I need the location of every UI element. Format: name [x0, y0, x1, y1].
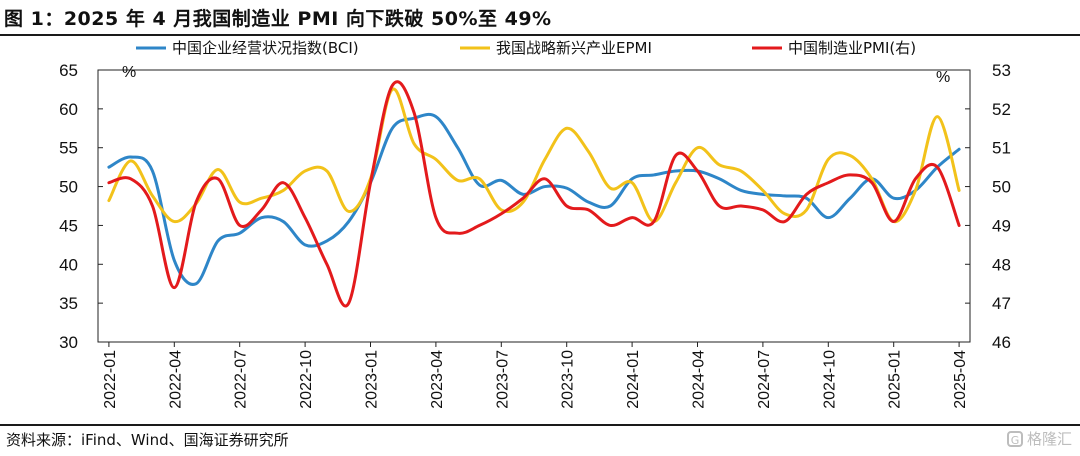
legend-item-epmi: 我国战略新兴产业EPMI: [460, 39, 652, 57]
x-tick-label: 2022-10: [298, 350, 315, 409]
y-right-tick-label: 51: [992, 139, 1011, 158]
x-tick-label: 2025-01: [887, 350, 904, 409]
x-tick-label: 2023-07: [494, 350, 511, 409]
x-tick-label: 2024-04: [691, 350, 708, 409]
y-right-tick-label: 49: [992, 216, 1011, 235]
left-unit-label: %: [122, 64, 136, 81]
legend-label: 中国企业经营状况指数(BCI): [172, 39, 359, 57]
y-right-tick-label: 52: [992, 100, 1011, 119]
series-line-epmi: [107, 87, 961, 224]
series-line-bci: [107, 112, 961, 286]
y-left-tick-label: 60: [59, 100, 78, 119]
y-left-tick-label: 45: [59, 216, 78, 235]
x-tick-label: 2025-04: [952, 350, 969, 409]
y-left-tick-label: 55: [59, 139, 78, 158]
legend-item-bci: 中国企业经营状况指数(BCI): [136, 39, 359, 57]
source-note: 资料来源：iFind、Wind、国海证券研究所: [6, 431, 289, 449]
title-divider: [0, 34, 1080, 36]
legend-label: 我国战略新兴产业EPMI: [496, 39, 652, 57]
legend-label: 中国制造业PMI(右): [788, 39, 916, 57]
watermark-logo-icon: G: [1006, 430, 1023, 447]
x-tick-label: 2023-10: [560, 350, 577, 409]
y-left-axis: 30 35 40 45 50 55 60 65: [59, 61, 103, 352]
y-right-tick-label: 48: [992, 255, 1011, 274]
y-left-tick-label: 35: [59, 294, 78, 313]
y-right-axis: 46 47 48 49 50 51 52 53: [965, 61, 1011, 352]
x-tick-label: 2022-04: [167, 350, 184, 409]
y-left-tick-label: 65: [59, 61, 78, 80]
x-tick-label: 2022-07: [233, 350, 250, 409]
plot-border: [97, 69, 971, 343]
watermark: G 格隆汇: [1006, 428, 1072, 449]
y-left-tick-label: 50: [59, 178, 78, 197]
x-tick-label: 2023-04: [429, 350, 446, 409]
legend: 中国企业经营状况指数(BCI) 我国战略新兴产业EPMI 中国制造业PMI(右): [136, 39, 916, 57]
x-tick-label: 2023-01: [364, 350, 381, 409]
x-tick-label: 2024-01: [625, 350, 642, 409]
y-left-tick-label: 40: [59, 255, 78, 274]
x-tick-label: 2022-01: [102, 350, 119, 409]
y-right-tick-label: 47: [992, 294, 1011, 313]
plot-frame: [97, 69, 971, 343]
source-divider: [0, 424, 1080, 426]
chart: 30 35 40 45 50 55 60 65 46 47 48 49 50 51 52 53 2022-0…: [59, 39, 1011, 409]
series-line-pmi: [107, 80, 961, 308]
x-axis: 2022-01 2022-04 2022-07 2022-10 2023-01 2023-…: [102, 342, 969, 409]
chart-title: 图 1：2025 年 4 月我国制造业 PMI 向下跌破 50%至 49%: [4, 8, 552, 30]
x-tick-label: 2024-07: [756, 350, 773, 409]
right-unit-label: %: [936, 69, 950, 86]
legend-item-pmi: 中国制造业PMI(右): [752, 39, 916, 57]
x-tick-label: 2024-10: [821, 350, 838, 409]
y-left-tick-label: 30: [59, 333, 78, 352]
series-layer: [107, 80, 961, 308]
y-right-tick-label: 46: [992, 333, 1011, 352]
y-right-tick-label: 53: [992, 61, 1011, 80]
watermark-text: 格隆汇: [1026, 430, 1072, 448]
y-right-tick-label: 50: [992, 178, 1011, 197]
